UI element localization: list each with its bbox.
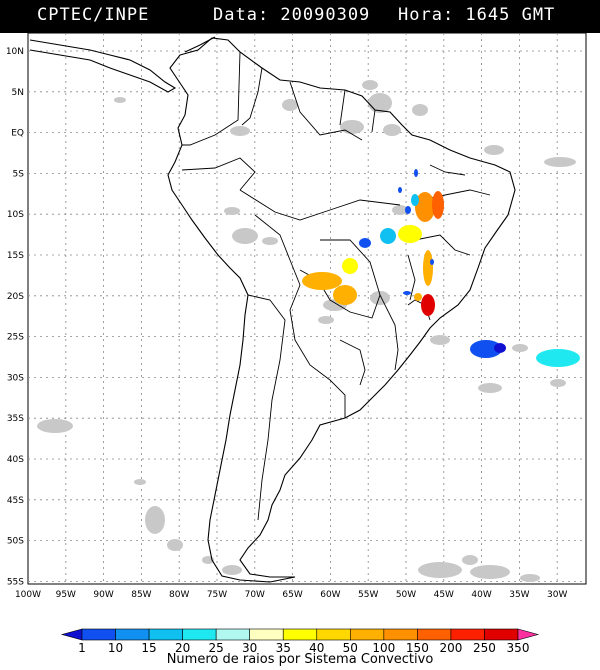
lon-label: 95W	[56, 590, 76, 600]
lon-label: 80W	[169, 590, 189, 600]
lon-label: 50W	[396, 590, 416, 600]
legend-arrow-left	[60, 628, 83, 641]
legend-swatch	[148, 628, 183, 641]
legend-swatch	[383, 628, 418, 641]
legend-value-labels: 1 10 15 20 25 30 35 40 50 100 150 200 250 350	[78, 641, 529, 655]
lat-label: 20S	[7, 292, 24, 302]
south-america-outline	[167, 37, 516, 583]
lat-label: 45S	[7, 496, 24, 506]
legend-value: 200	[439, 641, 462, 655]
legend-value: 25	[209, 641, 224, 655]
lon-label: 55W	[358, 590, 378, 600]
color-legend	[60, 628, 540, 641]
date-label: Data: 20090309	[213, 5, 371, 25]
lat-label: 55S	[7, 577, 24, 587]
lon-label: 65W	[282, 590, 302, 600]
lat-label: 5N	[12, 88, 24, 98]
legend-swatch	[484, 628, 519, 641]
convective-systems	[302, 169, 580, 367]
lon-label: 75W	[207, 590, 227, 600]
lat-label: EQ	[11, 129, 24, 139]
legend-value: 20	[175, 641, 190, 655]
legend-swatch	[115, 628, 150, 641]
lon-label: 100W	[15, 590, 41, 600]
cloud-cover	[37, 80, 576, 582]
legend-value: 100	[372, 641, 395, 655]
legend-swatch	[282, 628, 318, 641]
legend-value: 10	[108, 641, 123, 655]
plot-frame	[27, 32, 587, 585]
legend-swatch	[182, 628, 217, 641]
lat-lon-grid	[28, 33, 586, 584]
lon-label: 45W	[434, 590, 454, 600]
agency-label: CPTEC/INPE	[37, 5, 150, 25]
legend-value: 50	[343, 641, 358, 655]
lon-label: 85W	[131, 590, 151, 600]
lat-label: 15S	[7, 251, 24, 261]
legend-swatch	[215, 628, 250, 641]
central-america-outline	[29, 39, 177, 93]
legend-title: Numero de raios por Sistema Convectivo	[166, 652, 434, 667]
legend-value: 250	[473, 641, 496, 655]
lat-label: 30S	[7, 373, 24, 383]
lon-label: 70W	[245, 590, 265, 600]
lon-label: 60W	[320, 590, 340, 600]
lat-label: 10S	[7, 210, 24, 220]
legend-swatch	[450, 628, 485, 641]
legend-swatch	[249, 628, 284, 641]
lon-label: 35W	[509, 590, 529, 600]
lat-label: 35S	[7, 414, 24, 424]
legend-swatch	[350, 628, 385, 641]
legend-value: 150	[406, 641, 429, 655]
caribbean-coast	[184, 36, 216, 53]
legend-swatch	[417, 628, 452, 641]
longitude-labels: 100W 95W 90W 85W 80W 75W 70W 65W 60W 55W 50W 45W 40W…	[15, 590, 568, 600]
lat-label: 10N	[6, 47, 24, 57]
lon-label: 30W	[547, 590, 567, 600]
legend-value: 40	[309, 641, 324, 655]
time-label: Hora: 1645 GMT	[398, 5, 556, 25]
header-bar: CPTEC/INPE Data: 20090309 Hora: 1645 GMT	[0, 0, 600, 33]
legend-value: 1	[78, 641, 86, 655]
lat-label: 50S	[7, 537, 24, 547]
lat-label: 5S	[13, 169, 25, 179]
legend-arrow-right	[517, 628, 540, 641]
legend-value: 350	[507, 641, 530, 655]
legend-value: 35	[276, 641, 291, 655]
lat-label: 25S	[7, 333, 24, 343]
legend-swatch	[81, 628, 116, 641]
lon-label: 90W	[93, 590, 113, 600]
legend-swatch	[316, 628, 351, 641]
latitude-labels: 10N 5N EQ 5S 10S 15S 20S 25S 30S 35S 40S 45S 50S 55S	[6, 47, 24, 587]
legend-value: 30	[242, 641, 257, 655]
lat-label: 40S	[7, 455, 24, 465]
lon-label: 40W	[471, 590, 491, 600]
legend-value: 15	[141, 641, 156, 655]
country-borders	[181, 51, 491, 521]
